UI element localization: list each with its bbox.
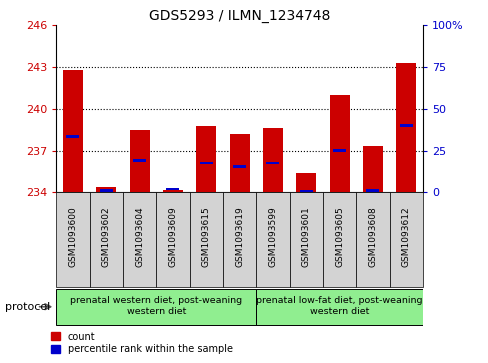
Bar bbox=[163, 189, 183, 192]
Text: GSM1093615: GSM1093615 bbox=[202, 207, 210, 267]
Bar bbox=[223, 192, 256, 287]
Title: GDS5293 / ILMN_1234748: GDS5293 / ILMN_1234748 bbox=[149, 9, 329, 23]
Bar bbox=[395, 63, 415, 192]
Bar bbox=[332, 150, 346, 152]
Bar bbox=[156, 192, 189, 287]
Text: GSM1093609: GSM1093609 bbox=[168, 207, 177, 267]
Bar bbox=[322, 192, 356, 287]
Bar bbox=[56, 289, 256, 325]
Text: GSM1093599: GSM1093599 bbox=[268, 207, 277, 267]
Text: protocol: protocol bbox=[5, 302, 50, 312]
Bar bbox=[256, 192, 289, 287]
Bar bbox=[296, 173, 316, 192]
Bar bbox=[399, 125, 412, 127]
Text: GSM1093605: GSM1093605 bbox=[334, 207, 344, 267]
Text: GSM1093601: GSM1093601 bbox=[301, 207, 310, 267]
Bar bbox=[356, 192, 389, 287]
Bar bbox=[100, 189, 113, 192]
Bar bbox=[229, 134, 249, 192]
Text: GSM1093600: GSM1093600 bbox=[68, 207, 77, 267]
Bar bbox=[66, 135, 79, 138]
Text: prenatal low-fat diet, post-weaning
western diet: prenatal low-fat diet, post-weaning west… bbox=[256, 296, 422, 316]
Legend: count, percentile rank within the sample: count, percentile rank within the sample bbox=[51, 331, 232, 355]
Bar bbox=[166, 188, 179, 190]
Bar bbox=[366, 189, 379, 192]
Text: GSM1093608: GSM1093608 bbox=[368, 207, 377, 267]
Bar bbox=[200, 162, 212, 164]
Bar bbox=[362, 147, 382, 192]
Bar bbox=[289, 192, 322, 287]
Bar bbox=[299, 190, 312, 192]
Bar bbox=[329, 95, 349, 192]
Text: prenatal western diet, post-weaning
western diet: prenatal western diet, post-weaning west… bbox=[70, 296, 242, 316]
Bar bbox=[196, 126, 216, 192]
Bar bbox=[96, 187, 116, 192]
Bar bbox=[129, 130, 149, 192]
Bar bbox=[263, 129, 283, 192]
Text: GSM1093612: GSM1093612 bbox=[401, 207, 410, 267]
Bar bbox=[56, 192, 89, 287]
Text: GSM1093602: GSM1093602 bbox=[102, 207, 110, 267]
Bar bbox=[122, 192, 156, 287]
Bar bbox=[133, 159, 146, 162]
Bar bbox=[233, 166, 245, 168]
Bar bbox=[389, 192, 422, 287]
Bar bbox=[89, 192, 122, 287]
Bar bbox=[256, 289, 422, 325]
Bar bbox=[266, 162, 279, 164]
Text: GSM1093604: GSM1093604 bbox=[135, 207, 144, 267]
Bar bbox=[63, 70, 83, 192]
Bar bbox=[189, 192, 223, 287]
Text: GSM1093619: GSM1093619 bbox=[235, 207, 244, 267]
